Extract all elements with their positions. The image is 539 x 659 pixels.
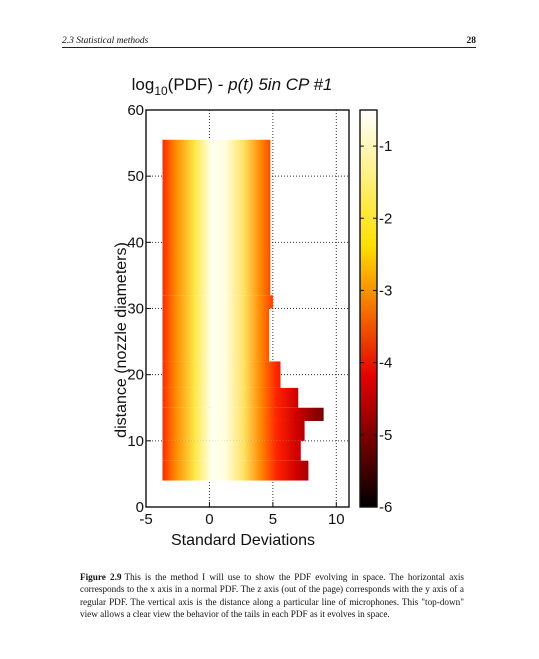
y-tick-label: 30 [127,301,144,318]
section-title: 2.3 Statistical methods [62,36,149,46]
figure: log10(PDF) - p(t) 5in CP #1 -5 0 5 10 0 10 20 3… [100,65,420,555]
colorbar-tick-label: -1 [379,138,392,155]
heatmap-band [162,460,309,481]
caption-text: This is the method I will use to show th… [80,572,464,620]
heatmap-band [162,308,270,362]
y-tick-label: 10 [127,433,144,450]
x-tick-label: -5 [139,511,152,528]
colorbar-tick-label: -3 [379,282,392,299]
heatmap-band [162,387,299,408]
x-tick-label: 0 [205,511,213,528]
caption-label: Figure 2.9 [80,572,122,582]
heatmap-band [162,440,301,461]
y-tick-label: 0 [136,499,144,516]
colorbar-tick-label: -5 [379,427,392,444]
colorbar: -1 -2 -3 -4 -5 -6 [359,109,392,516]
header-rule [62,47,476,48]
y-tick-label: 50 [127,168,144,185]
x-axis-label: Standard Deviations [171,532,315,549]
heatmap-chart: log10(PDF) - p(t) 5in CP #1 -5 0 5 10010203… [113,75,392,549]
chart-title: log10(PDF) - p(t) 5in CP #1 [132,75,333,98]
colorbar-tick-label: -2 [379,210,392,227]
page-number: 28 [466,36,477,46]
y-tick-label: 40 [127,234,144,251]
heatmap-band [162,420,305,441]
heatmap-band [162,407,324,421]
colorbar-scale [359,109,378,508]
colorbar-tick-label: -4 [379,355,392,372]
x-tick-label: 10 [328,511,345,528]
running-head: 2.3 Statistical methods 28 [62,36,476,50]
figure-caption: Figure 2.9 This is the method I will use … [80,571,464,621]
y-tick-label: 60 [127,102,144,119]
x-tick-label: 5 [269,511,277,528]
heatmap-band [162,139,271,296]
y-tick-label: 20 [127,367,144,384]
y-axis-label: distance (nozzle diameters) [113,242,130,438]
heatmap-band [162,295,273,309]
heatmap-band [162,361,281,388]
colorbar-tick-label: -6 [379,499,392,516]
